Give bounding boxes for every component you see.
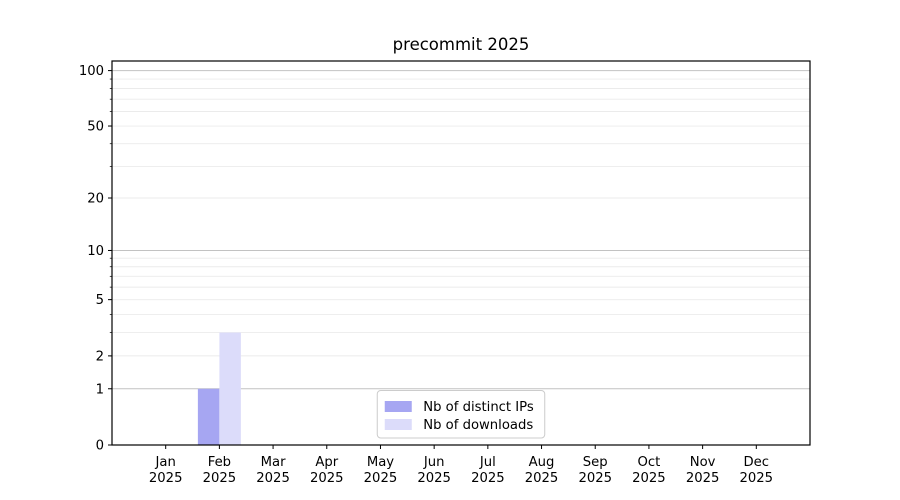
y-tick-label: 2	[96, 349, 104, 364]
x-tick-label-year: 2025	[364, 471, 398, 486]
x-tick-label-month: Feb	[208, 455, 231, 470]
x-tick-label-month: Jul	[479, 455, 496, 470]
legend-swatch	[384, 419, 412, 430]
bar	[197, 388, 220, 445]
chart-title: precommit 2025	[393, 35, 530, 54]
y-tick-label: 10	[87, 244, 104, 259]
x-tick-label-year: 2025	[471, 471, 505, 486]
x-tick-label-year: 2025	[632, 471, 666, 486]
legend-box	[376, 390, 546, 439]
x-tick-label-year: 2025	[578, 471, 612, 486]
y-tick-label: 5	[96, 293, 104, 308]
legend-label: Nb of downloads	[423, 418, 533, 433]
y-tick-label: 50	[87, 120, 104, 135]
y-axis: 0 1 2 5 10 20 50 100	[79, 64, 112, 454]
minor-gridlines	[112, 78, 810, 357]
x-tick-label-month: Oct	[638, 455, 661, 470]
bar	[219, 332, 241, 445]
x-tick-label-year: 2025	[525, 471, 559, 486]
x-tick-label-month: Nov	[690, 455, 716, 470]
bar-series	[197, 332, 241, 445]
x-tick-label-month: May	[367, 455, 394, 470]
x-tick-label-month: Apr	[315, 455, 338, 470]
plot-border	[111, 60, 811, 446]
y-tick-label: 1	[96, 382, 104, 397]
major-gridlines	[112, 70, 810, 390]
x-tick-label-year: 2025	[686, 471, 720, 486]
x-tick-label-year: 2025	[740, 471, 774, 486]
x-tick-label-year: 2025	[203, 471, 237, 486]
x-tick-label-year: 2025	[256, 471, 290, 486]
legend-label: Nb of distinct IPs	[423, 400, 534, 415]
legend: Nb of distinct IPs Nb of downloads	[376, 390, 546, 439]
x-tick-label-month: Mar	[261, 455, 286, 470]
x-tick-label-month: Jan	[155, 455, 176, 470]
y-tick-label: 20	[87, 192, 104, 207]
x-tick-label-year: 2025	[310, 471, 344, 486]
x-axis: Jan2025Feb2025Mar2025Apr2025May2025Jun20…	[149, 445, 773, 486]
x-tick-label-year: 2025	[417, 471, 451, 486]
y-tick-label: 100	[79, 64, 104, 79]
x-tick-label-month: Jun	[423, 455, 445, 470]
y-tick-label: 0	[96, 439, 104, 454]
x-tick-label-month: Sep	[583, 455, 608, 470]
legend-swatch	[384, 401, 412, 412]
x-tick-label-month: Aug	[529, 455, 555, 470]
x-tick-label-year: 2025	[149, 471, 183, 486]
x-tick-label-month: Dec	[744, 455, 770, 470]
